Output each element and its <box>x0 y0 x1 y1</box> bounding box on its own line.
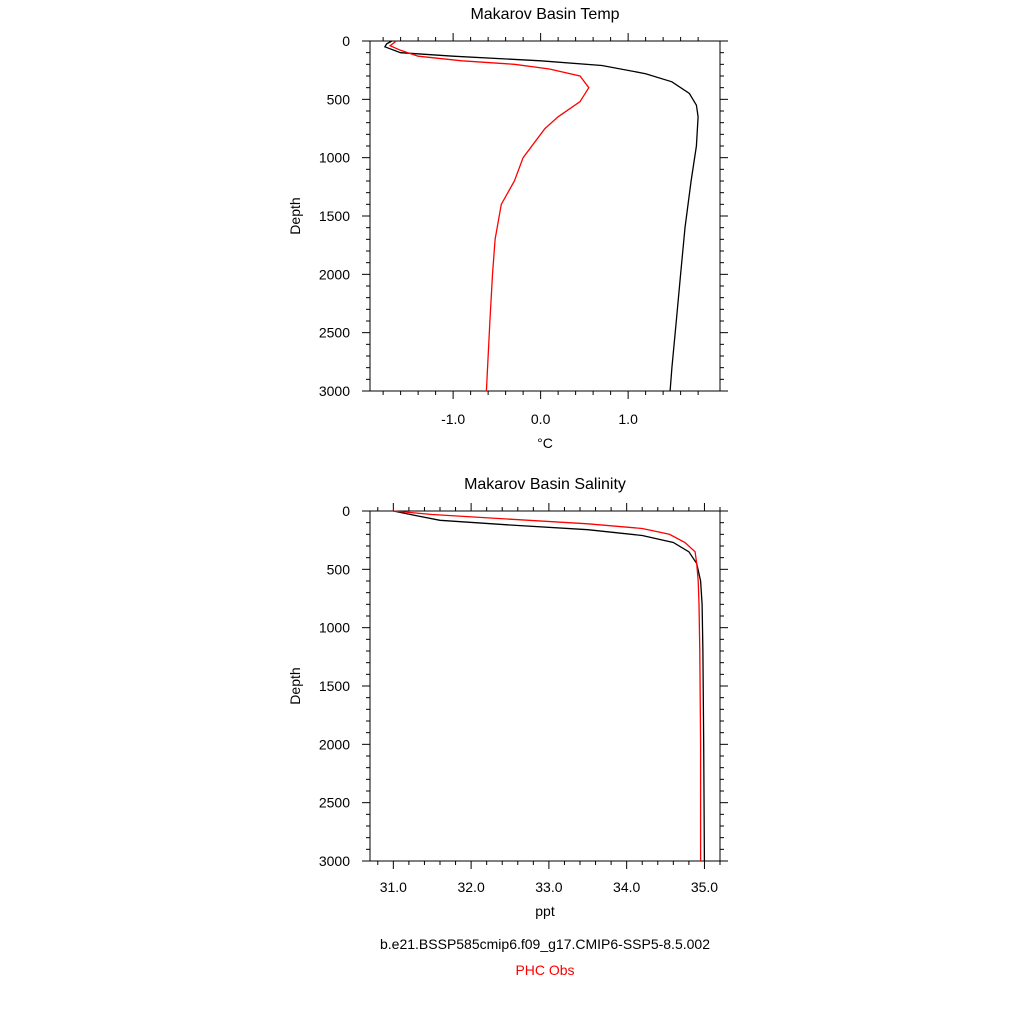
y-tick-label: 2000 <box>319 266 350 282</box>
x-tick-label: 31.0 <box>380 879 407 895</box>
obs-series-line <box>388 40 590 392</box>
y-tick-label: 3000 <box>319 853 350 869</box>
y-axis-label: Depth <box>287 667 303 704</box>
legend-model: b.e21.BSSP585cmip6.f09_g17.CMIP6-SSP5-8.… <box>380 936 710 952</box>
temperature-panel: Makarov Basin Temp 0 500 1000 1500 2000 2500 30… <box>287 6 728 451</box>
salinity-panel: Makarov Basin Salinity 0 500 1000 1500 2000 25… <box>287 476 728 919</box>
x-tick-label: 1.0 <box>618 411 638 427</box>
x-tick-label: 35.0 <box>691 879 718 895</box>
y-tick-label: 500 <box>327 561 351 577</box>
y-tick-label: 1500 <box>319 208 350 224</box>
x-tick-label: 34.0 <box>613 879 640 895</box>
x-axis-label: ppt <box>535 903 555 919</box>
y-tick-label: 1000 <box>319 620 350 636</box>
plot-frame <box>369 40 721 392</box>
x-tick-label: -1.0 <box>441 411 465 427</box>
y-tick-label: 2000 <box>319 736 350 752</box>
y-tick-label: 0 <box>342 33 350 49</box>
y-tick-label: 500 <box>327 91 351 107</box>
y-tick-label: 3000 <box>319 383 350 399</box>
y-axis-label: Depth <box>287 197 303 234</box>
x-axis-label: °C <box>537 435 553 451</box>
obs-series-line <box>393 510 702 861</box>
y-tick-label: 2500 <box>319 795 350 811</box>
legend-obs: PHC Obs <box>515 962 575 978</box>
model-series-line <box>383 40 699 392</box>
model-series-line <box>393 510 706 862</box>
x-tick-label: 32.0 <box>457 879 484 895</box>
x-tick-label: 33.0 <box>535 879 562 895</box>
chart-title: Makarov Basin Temp <box>470 6 619 23</box>
plot-frame <box>369 510 721 862</box>
y-tick-label: 2500 <box>319 325 350 341</box>
y-tick-label: 0 <box>342 503 350 519</box>
y-tick-label: 1000 <box>319 150 350 166</box>
x-tick-label: 0.0 <box>531 411 551 427</box>
chart-title: Makarov Basin Salinity <box>464 476 626 493</box>
y-tick-label: 1500 <box>319 678 350 694</box>
